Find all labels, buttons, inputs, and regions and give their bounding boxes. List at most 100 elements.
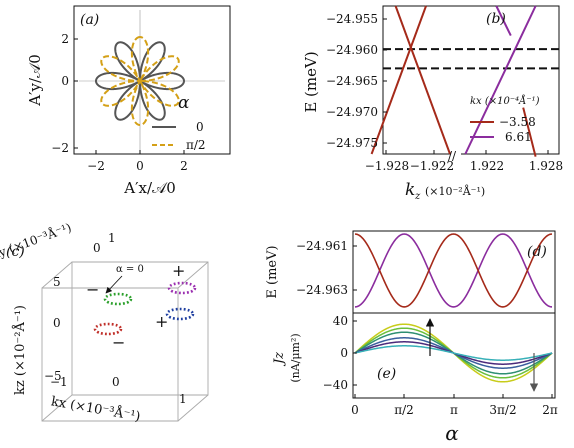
- panel-d: (d) −24.961 −24.963 E (meV): [265, 230, 556, 314]
- panel-e-line-5: [354, 345, 553, 361]
- panel-b-line-1: [495, 5, 512, 37]
- panel-a-legend-label: π/2: [186, 138, 206, 152]
- panel-b-lines: [370, 5, 559, 157]
- panel-b-legend: kx (×10⁻⁴Å⁻¹) −3.58 6.61: [470, 95, 540, 144]
- panel-e-ytick: −40: [323, 378, 348, 392]
- panel-b-line-0: [370, 5, 427, 155]
- panel-c-xtick: 0: [112, 375, 120, 389]
- panel-c-sign: −: [112, 333, 125, 352]
- panel-b-xtick: −1.928: [365, 159, 409, 173]
- panel-b-xticks: −1.928 −1.922 1.922 1.928: [365, 150, 563, 173]
- panel-d-frame: [352, 230, 556, 314]
- panel-e-ytick: 40: [333, 314, 348, 328]
- panel-a-yticks: 2 0 −2: [51, 32, 78, 155]
- panel-e-yticks: 40 0 −40: [323, 314, 357, 392]
- panel-a-label: (a): [80, 12, 99, 28]
- panel-a-frame: [73, 5, 231, 155]
- panel-a-legend: α 0 π/2: [152, 93, 206, 152]
- panel-b-xlabel: k z (×10⁻²Å⁻¹): [405, 180, 485, 202]
- panel-c-xtick: −1: [50, 375, 68, 389]
- panel-b-ytick: −24.970: [326, 105, 378, 119]
- panel-b-xlabel-unit: (×10⁻²Å⁻¹): [425, 184, 485, 198]
- panel-d-ytick: −24.961: [296, 239, 348, 253]
- panel-c-alpha-label: α = 0: [116, 264, 144, 275]
- panel-b: (b) // −24.955 −24.960 −24.965 −24.970 −…: [302, 5, 563, 202]
- panel-b-ytick: −24.975: [326, 136, 378, 150]
- panel-c-ztick: 0: [53, 316, 61, 330]
- panel-b-yticks: −24.955 −24.960 −24.965 −24.970 −24.975: [326, 12, 387, 150]
- panel-d-lines: [354, 233, 553, 308]
- panel-b-xlabel-main: k: [405, 180, 415, 200]
- panel-e-ylabel-bottom: (nA/μm²): [289, 333, 302, 382]
- panel-b-legend-label: −3.58: [499, 115, 536, 129]
- panel-e-frame: [352, 312, 556, 399]
- panel-a-curves: [94, 36, 185, 127]
- panel-a-curve-1: [100, 36, 180, 127]
- panel-a-legend-label: 0: [196, 120, 204, 134]
- panel-b-ytick: −24.965: [326, 74, 378, 88]
- panel-b-line-0: [394, 5, 451, 155]
- panel-b-ytick: −24.955: [326, 12, 378, 26]
- panel-c-ellipse-2: [93, 322, 123, 336]
- panel-c-box: [41, 261, 209, 422]
- panel-e-xlabel: α: [445, 421, 459, 445]
- panel-b-frame: [382, 5, 560, 155]
- panel-c-ytick3: 0: [93, 241, 101, 255]
- panel-e-ytick: 0: [340, 346, 348, 360]
- panel-e-xticks: 0 π/2 π 3π/2 2π: [351, 394, 558, 417]
- panel-d-label: (d): [527, 244, 547, 260]
- panel-a-xtick: −2: [87, 159, 105, 173]
- panel-a-curve-0: [94, 41, 185, 121]
- panel-a-ylabel: A′y/𝒜0: [26, 54, 44, 107]
- panel-a-xlabel: A′x/𝒜0: [123, 179, 176, 197]
- panel-c-ztick: −5: [44, 369, 62, 383]
- panel-c: (c) α = 0 − + + − 5 0 −5 0 1 −1 0 1 ky (…: [0, 219, 209, 425]
- panel-c-sign: +: [155, 312, 168, 331]
- panel-b-break-mark: //: [448, 149, 457, 163]
- panel-b-ytick: −24.960: [326, 43, 378, 57]
- panel-c-ytick3: 1: [108, 231, 116, 245]
- panel-b-legend-label: 6.61: [505, 130, 532, 144]
- panel-e-lines: [354, 323, 553, 383]
- panel-b-xtick: −1.922: [410, 159, 454, 173]
- panel-a-xtick: 2: [180, 159, 188, 173]
- panel-c-xlabel: kx (×10⁻³Å⁻¹): [50, 393, 142, 424]
- panel-c-label: (c): [6, 244, 25, 260]
- panel-e-label: (e): [377, 366, 396, 382]
- panel-e-ylabel-top: Jz: [272, 352, 287, 367]
- panel-d-line-0: [354, 233, 553, 308]
- panel-a: (a) −2 0 2 2 0 −2 A′x/𝒜0 A′y/𝒜0 α 0 π/2: [26, 5, 231, 197]
- panel-c-sign: +: [172, 261, 185, 280]
- panel-a-xtick: 0: [136, 159, 144, 173]
- panel-a-ytick: 0: [61, 74, 69, 88]
- panel-c-xtick: 1: [179, 392, 187, 406]
- panel-d-ytick: −24.963: [296, 283, 348, 297]
- panel-c-ellipse-1: [167, 281, 197, 295]
- panel-b-xlabel-sub: z: [414, 191, 421, 202]
- panel-e: (e) 40 0 −40 0 π/2 π 3π/2 2π Jz (nA/μm²)…: [272, 312, 558, 445]
- panel-c-sign: −: [86, 280, 99, 299]
- panel-d-line-1: [354, 233, 553, 308]
- panel-b-break-mask: [451, 148, 461, 158]
- panel-e-xtick: 3π/2: [489, 403, 516, 417]
- panel-b-xtick: 1.928: [529, 159, 563, 173]
- panel-a-legend-title: α: [178, 93, 190, 113]
- panel-c-ellipse-0: [103, 292, 133, 306]
- panel-c-arrow: [105, 275, 123, 294]
- panel-c-ellipses: [93, 281, 197, 336]
- panel-e-xtick: 2π: [542, 403, 558, 417]
- panel-a-ytick: −2: [51, 141, 69, 155]
- panel-b-line-1: [464, 5, 537, 155]
- panel-c-ztick: 5: [53, 275, 61, 289]
- panel-b-xtick: 1.922: [470, 159, 504, 173]
- panel-c-ellipse-3: [165, 307, 195, 321]
- panel-b-label: (b): [486, 11, 506, 27]
- panel-d-ylabel: E (meV): [265, 245, 280, 298]
- panel-b-legend-title: kx (×10⁻⁴Å⁻¹): [470, 95, 540, 107]
- panel-b-ylabel: E (meV): [302, 51, 320, 112]
- panel-c-ylabel: kz (×10⁻²Å⁻¹): [12, 305, 28, 395]
- panel-b-line-0: [522, 107, 537, 157]
- panel-e-xtick: π/2: [394, 403, 414, 417]
- panel-a-ytick: 2: [61, 32, 69, 46]
